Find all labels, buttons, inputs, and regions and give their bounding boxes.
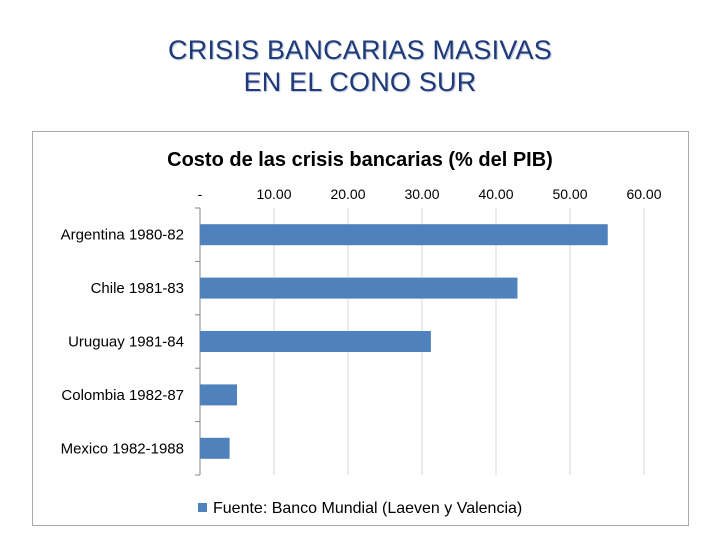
x-tick-label: 30.00 bbox=[404, 186, 439, 202]
legend-swatch bbox=[198, 503, 207, 512]
chart-title: Costo de las crisis bancarias (% del PIB… bbox=[167, 149, 553, 171]
legend-label: Fuente: Banco Mundial (Laeven y Valencia… bbox=[213, 500, 522, 517]
x-tick-label: - bbox=[198, 186, 203, 202]
x-tick-label: 20.00 bbox=[330, 186, 365, 202]
x-tick-label: 40.00 bbox=[478, 186, 513, 202]
bar-1 bbox=[200, 224, 608, 246]
x-tick-label: 60.00 bbox=[626, 186, 661, 202]
category-label: Chile 1981-83 bbox=[91, 280, 184, 297]
x-tick-label: 50.00 bbox=[552, 186, 587, 202]
chart-frame: Costo de las crisis bancarias (% del PIB… bbox=[32, 131, 689, 526]
category-label: Argentina 1980-82 bbox=[61, 227, 184, 244]
category-label: Uruguay 1981-84 bbox=[68, 334, 184, 351]
slide-title-line-1: CRISIS BANCARIAS MASIVAS bbox=[168, 35, 552, 65]
x-tick-label: 10.00 bbox=[256, 186, 291, 202]
slide-title-line-2: EN EL CONO SUR bbox=[243, 67, 477, 97]
bar-3 bbox=[200, 331, 431, 352]
slide-title: CRISIS BANCARIAS MASIVAS EN EL CONO SUR bbox=[0, 34, 720, 98]
bar-4 bbox=[200, 384, 237, 406]
bar-5 bbox=[200, 437, 230, 459]
bar-2 bbox=[200, 277, 518, 299]
category-label: Mexico 1982-1988 bbox=[61, 440, 184, 457]
bar-chart: Costo de las crisis bancarias (% del PIB… bbox=[61, 149, 662, 517]
category-label: Colombia 1982-87 bbox=[61, 387, 184, 404]
